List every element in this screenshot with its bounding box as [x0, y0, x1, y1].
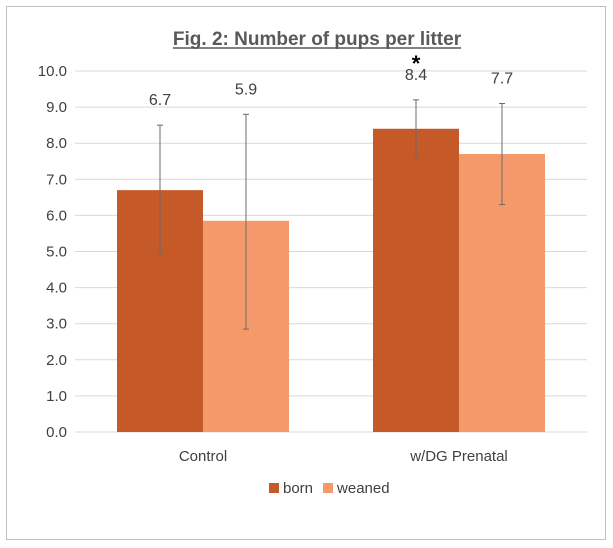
legend-label-weaned: weaned: [336, 480, 390, 497]
error-bars: [157, 99, 505, 330]
bar-chart: Fig. 2: Number of pups per litter 0.0 1.0…: [38, 29, 587, 497]
data-label: 6.7: [149, 92, 171, 109]
y-tick-label: 1.0: [46, 388, 67, 405]
data-label: 5.9: [235, 81, 257, 98]
y-tick-label: 7.0: [46, 171, 67, 188]
bar-born: [373, 128, 459, 432]
y-tick-label: 9.0: [46, 99, 67, 116]
y-tick-label: 0.0: [46, 424, 67, 441]
y-tick-label: 6.0: [46, 207, 67, 224]
legend-swatch-born: [269, 483, 279, 493]
y-axis-ticks: 0.0 1.0 2.0 3.0 4.0 5.0 6.0 7.0 8.0 9.0 10.0: [38, 63, 67, 441]
y-tick-label: 2.0: [46, 352, 67, 369]
y-tick-label: 8.0: [46, 135, 67, 152]
y-tick-label: 10.0: [38, 63, 67, 80]
chart-frame: Fig. 2: Number of pups per litter 0.0 1.0…: [6, 6, 606, 540]
data-label: 8.4: [405, 67, 427, 84]
data-label: 7.7: [491, 70, 513, 87]
x-axis-categories: Control w/DG Prenatal: [179, 448, 508, 465]
chart-title: Fig. 2: Number of pups per litter: [173, 29, 462, 50]
category-label: Control: [179, 448, 227, 465]
annotations: *: [412, 51, 421, 76]
bars: [117, 128, 545, 432]
legend: born weaned: [269, 480, 390, 497]
data-labels: 6.7 5.9 8.4 7.7: [149, 67, 513, 109]
legend-label-born: born: [283, 480, 313, 497]
y-tick-label: 4.0: [46, 280, 67, 297]
legend-swatch-weaned: [323, 483, 334, 493]
y-tick-label: 3.0: [46, 316, 67, 333]
significance-asterisk: *: [412, 51, 421, 76]
category-label: w/DG Prenatal: [409, 448, 508, 465]
y-tick-label: 5.0: [46, 244, 67, 261]
